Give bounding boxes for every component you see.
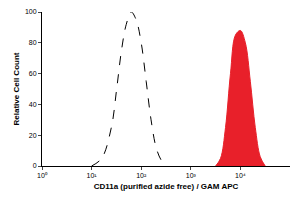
svg-text:60: 60 <box>29 70 37 77</box>
svg-text:CD11a (purified azide free) /: CD11a (purified azide free) / GAM APC <box>94 182 239 191</box>
svg-text:80: 80 <box>29 39 37 46</box>
svg-text:10⁴: 10⁴ <box>235 172 246 179</box>
svg-text:20: 20 <box>29 132 37 139</box>
svg-text:10¹: 10¹ <box>87 172 98 179</box>
svg-text:40: 40 <box>29 101 37 108</box>
svg-text:10³: 10³ <box>186 172 197 179</box>
svg-text:Relative Cell Count: Relative Cell Count <box>12 52 21 125</box>
svg-text:10⁰: 10⁰ <box>37 172 48 179</box>
svg-text:100: 100 <box>25 8 37 15</box>
svg-text:10²: 10² <box>136 172 147 179</box>
svg-text:0: 0 <box>33 162 37 169</box>
